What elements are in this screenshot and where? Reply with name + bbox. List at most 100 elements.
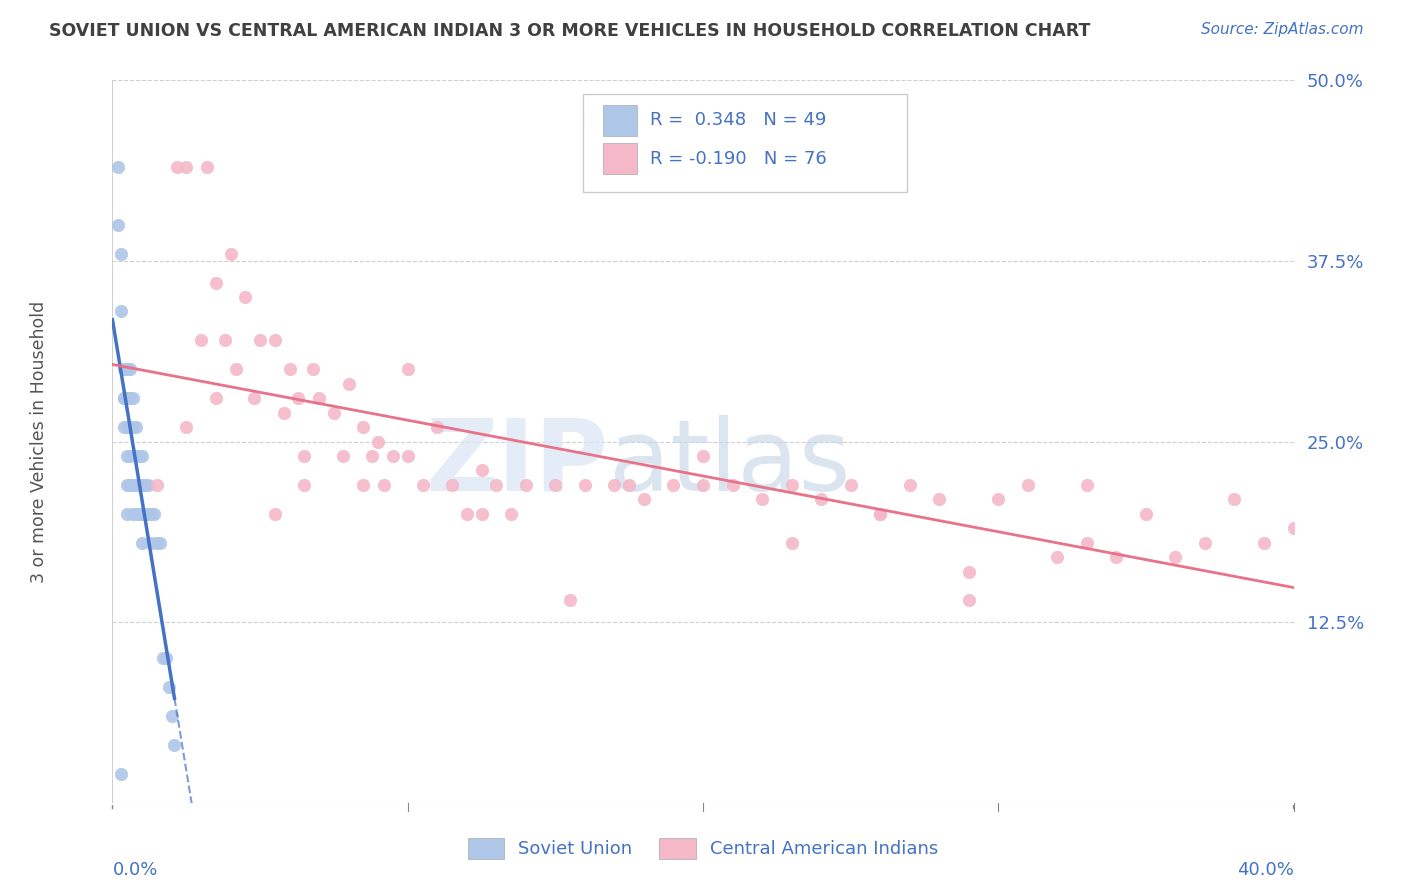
Text: 40.0%: 40.0%	[1237, 861, 1294, 879]
Point	[292, 478, 315, 492]
Point	[273, 406, 295, 420]
Point	[107, 160, 129, 174]
Point	[146, 535, 169, 549]
Point	[264, 507, 287, 521]
Point	[1164, 550, 1187, 565]
Point	[125, 449, 148, 463]
Text: Source: ZipAtlas.com: Source: ZipAtlas.com	[1201, 22, 1364, 37]
Point	[117, 507, 138, 521]
Point	[287, 391, 309, 405]
Point	[134, 478, 156, 492]
Point	[1017, 478, 1039, 492]
Point	[869, 507, 891, 521]
Point	[1046, 550, 1069, 565]
Point	[1076, 478, 1098, 492]
Point	[352, 420, 374, 434]
Point	[174, 160, 197, 174]
Point	[264, 334, 287, 348]
Point	[112, 362, 135, 376]
Point	[308, 391, 330, 405]
Point	[110, 767, 132, 781]
Point	[1135, 507, 1157, 521]
Point	[501, 507, 523, 521]
Point	[1076, 535, 1098, 549]
Point	[122, 478, 145, 492]
Point	[152, 651, 174, 665]
Text: R = -0.190   N = 76: R = -0.190 N = 76	[650, 150, 827, 168]
Point	[163, 738, 186, 752]
Point	[112, 391, 135, 405]
Point	[195, 160, 218, 174]
Point	[112, 420, 135, 434]
Point	[470, 463, 494, 477]
Point	[120, 449, 142, 463]
Point	[120, 362, 142, 376]
Point	[603, 478, 626, 492]
Point	[1282, 521, 1305, 535]
Point	[125, 478, 148, 492]
Point	[1194, 535, 1216, 549]
Point	[332, 449, 354, 463]
Point	[382, 449, 405, 463]
Point	[120, 391, 142, 405]
Point	[233, 290, 256, 304]
Point	[869, 507, 891, 521]
Point	[110, 304, 132, 318]
Point	[396, 449, 419, 463]
Text: ZIP: ZIP	[426, 415, 609, 512]
Point	[692, 449, 714, 463]
Point	[470, 507, 494, 521]
Text: 3 or more Vehicles in Household: 3 or more Vehicles in Household	[30, 301, 48, 582]
Point	[166, 160, 188, 174]
Point	[117, 449, 138, 463]
Point	[361, 449, 384, 463]
Point	[957, 593, 980, 607]
Point	[205, 276, 228, 290]
Point	[426, 420, 449, 434]
Point	[485, 478, 508, 492]
Point	[107, 218, 129, 232]
Point	[131, 507, 153, 521]
Point	[131, 449, 153, 463]
Point	[131, 535, 153, 549]
Point	[810, 492, 832, 507]
Point	[139, 507, 162, 521]
Point	[373, 478, 395, 492]
Point	[367, 434, 389, 449]
Point	[619, 478, 641, 492]
Point	[117, 478, 138, 492]
Point	[302, 362, 325, 376]
Point	[692, 478, 714, 492]
Point	[122, 507, 145, 521]
Point	[112, 391, 135, 405]
Text: 0.0%: 0.0%	[112, 861, 157, 879]
Point	[160, 709, 183, 723]
Point	[292, 449, 315, 463]
Point	[205, 391, 228, 405]
Text: SOVIET UNION VS CENTRAL AMERICAN INDIAN 3 OR MORE VEHICLES IN HOUSEHOLD CORRELAT: SOVIET UNION VS CENTRAL AMERICAN INDIAN …	[49, 22, 1091, 40]
Point	[139, 535, 162, 549]
Point	[122, 391, 145, 405]
Point	[278, 362, 301, 376]
Point	[219, 246, 242, 260]
Point	[125, 507, 148, 521]
Point	[128, 449, 150, 463]
Point	[633, 492, 655, 507]
Point	[323, 406, 346, 420]
Point	[544, 478, 567, 492]
Point	[214, 334, 236, 348]
Point	[898, 478, 921, 492]
Point	[396, 362, 419, 376]
Point	[117, 391, 138, 405]
Point	[134, 507, 156, 521]
Point	[721, 478, 744, 492]
Point	[117, 362, 138, 376]
Point	[249, 334, 271, 348]
Point	[662, 478, 685, 492]
Point	[780, 478, 803, 492]
Point	[120, 478, 142, 492]
Point	[243, 391, 266, 405]
Point	[574, 478, 596, 492]
Point	[1105, 550, 1128, 565]
Point	[142, 507, 165, 521]
